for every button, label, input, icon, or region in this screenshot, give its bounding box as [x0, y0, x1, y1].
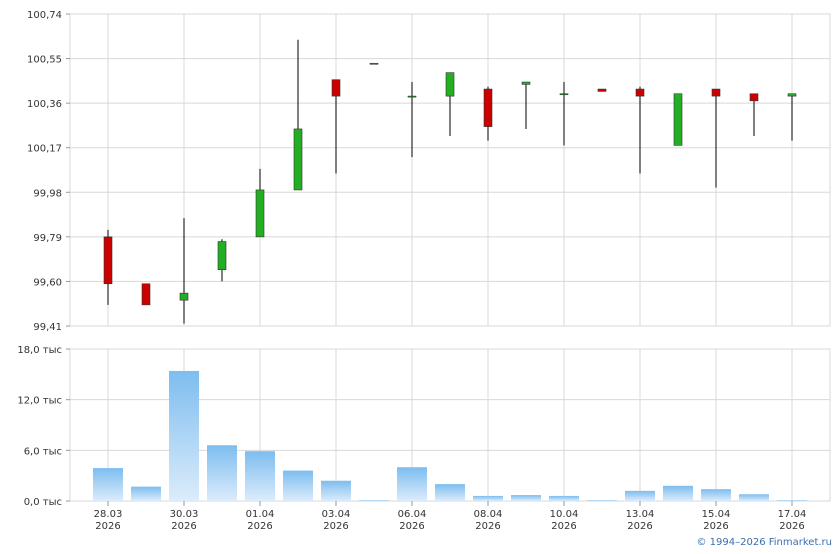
- volume-bar: [93, 468, 123, 501]
- y-tick-label: 99,60: [33, 277, 62, 288]
- candle-body: [635, 88, 645, 97]
- volume-bar: [245, 451, 275, 501]
- x-tick-label: 30.03: [170, 509, 199, 520]
- volume-bar: [701, 489, 731, 501]
- x-tick-label: 2026: [171, 521, 196, 532]
- volume-bar: [511, 495, 541, 501]
- candle-body: [255, 189, 265, 238]
- y-tick-label: 12,0 тыс: [17, 396, 62, 407]
- volume-bar: [587, 500, 617, 501]
- volume-bar: [625, 490, 655, 501]
- candle-body: [369, 62, 379, 65]
- y-tick-label: 0,0 тыс: [24, 497, 62, 508]
- x-tick-label: 2026: [779, 521, 804, 532]
- y-tick-label: 18,0 тыс: [17, 345, 62, 356]
- x-tick-label: 15.04: [702, 509, 731, 520]
- y-tick-label: 100,55: [27, 55, 62, 66]
- candle-body: [103, 236, 113, 285]
- candle-body: [445, 72, 455, 97]
- volume-bar: [777, 500, 807, 501]
- volume-bar: [283, 470, 313, 501]
- volume-bar: [549, 495, 579, 501]
- x-tick-label: 06.04: [398, 509, 427, 520]
- candle-body: [749, 93, 759, 102]
- y-tick-label: 100,17: [27, 144, 62, 155]
- y-tick-label: 6,0 тыс: [24, 446, 62, 457]
- x-tick-label: 13.04: [626, 509, 655, 520]
- x-tick-label: 28.03: [94, 509, 123, 520]
- x-tick-label: 2026: [399, 521, 424, 532]
- x-tick-label: 2026: [703, 521, 728, 532]
- y-tick-label: 99,98: [33, 188, 62, 199]
- candle-body: [559, 93, 569, 96]
- volume-bar: [435, 484, 465, 501]
- x-tick-label: 2026: [95, 521, 120, 532]
- candle-body: [787, 93, 797, 97]
- candle-body: [673, 93, 683, 146]
- x-tick-label: 01.04: [246, 509, 275, 520]
- candle-body: [293, 128, 303, 191]
- volume-bar: [321, 480, 351, 501]
- x-tick-label: 2026: [551, 521, 576, 532]
- volume-bar: [473, 495, 503, 501]
- y-tick-label: 100,36: [27, 99, 62, 110]
- volume-bar: [207, 445, 237, 501]
- y-tick-label: 99,79: [33, 233, 62, 244]
- volume-bar: [131, 486, 161, 501]
- x-tick-label: 2026: [475, 521, 500, 532]
- candle-body: [141, 283, 151, 306]
- volume-bar: [739, 494, 769, 501]
- x-tick-label: 2026: [247, 521, 272, 532]
- volume-bar: [397, 467, 427, 501]
- candle-body: [407, 95, 417, 98]
- candle-body: [597, 88, 607, 92]
- candle-body: [483, 88, 493, 127]
- candle-body: [331, 79, 341, 97]
- candle-body: [179, 292, 189, 301]
- y-tick-label: 100,74: [27, 10, 62, 21]
- x-tick-label: 2026: [323, 521, 348, 532]
- x-tick-label: 10.04: [550, 509, 579, 520]
- candle-body: [521, 81, 531, 85]
- x-tick-label: 08.04: [474, 509, 503, 520]
- x-tick-label: 2026: [627, 521, 652, 532]
- footer[interactable]: © 1994–2026 Finmarket.ru: [696, 537, 832, 548]
- x-tick-label: 03.04: [322, 509, 351, 520]
- candle-body: [711, 88, 721, 97]
- x-tick-label: 17.04: [778, 509, 807, 520]
- candle-body: [217, 241, 227, 270]
- volume-bar: [169, 370, 199, 501]
- volume-bar: [359, 500, 389, 501]
- y-tick-label: 99,41: [33, 322, 62, 333]
- volume-bar: [663, 485, 693, 501]
